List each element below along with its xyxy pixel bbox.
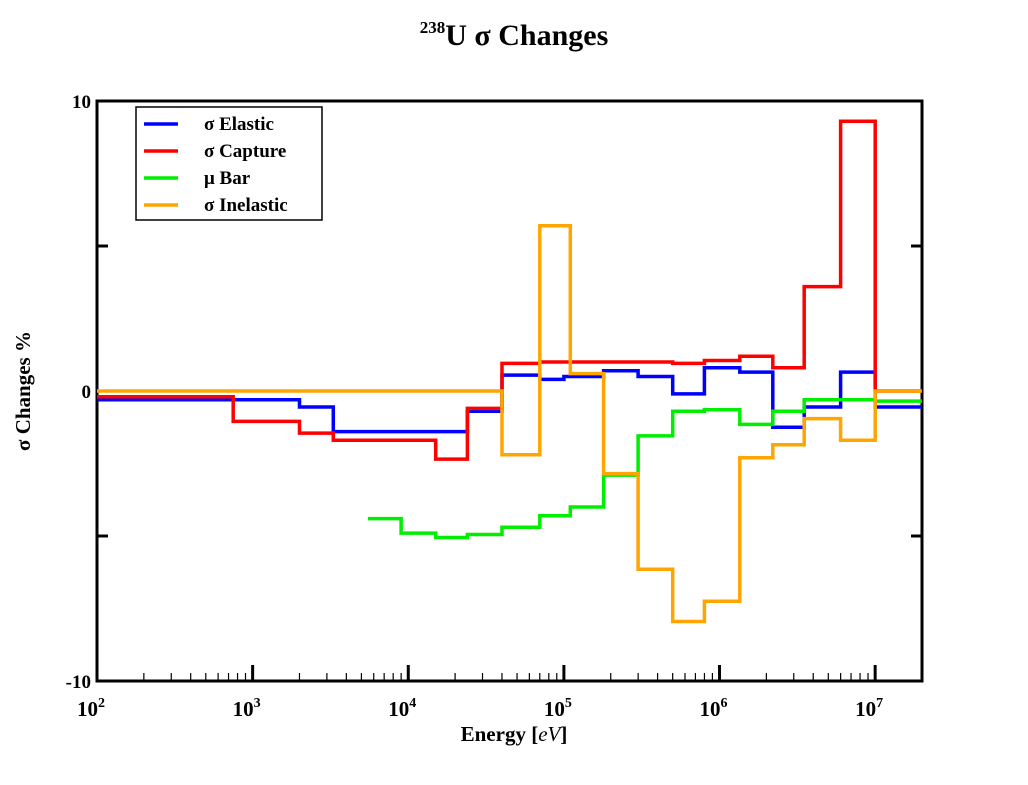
- x-tick-label: 106: [700, 696, 728, 721]
- x-tick-label: 105: [544, 696, 572, 721]
- y-tick-label: 10: [72, 92, 91, 113]
- legend-label: σ Inelastic: [204, 195, 288, 216]
- series-layer: [97, 119, 922, 624]
- x-axis-label: Energy [eV]: [461, 722, 568, 746]
- legend-label: μ Bar: [204, 168, 251, 189]
- legend-box: [135, 106, 323, 221]
- chart-title-main: U σ Changes: [445, 19, 608, 52]
- x-tick-label: 104: [388, 696, 416, 721]
- x-tick-label: 102: [77, 696, 105, 721]
- legend: σ Elastic σ Capture μ Bar σ Inelastic: [135, 106, 323, 221]
- x-tick-label: 103: [233, 696, 261, 721]
- series-line-1: [97, 119, 922, 461]
- y-tick-label: 0: [82, 382, 92, 403]
- x-axis-ticks: 102 103 104 105 106 107: [77, 665, 923, 721]
- x-tick-label: 107: [855, 696, 883, 721]
- y-axis-ticks: 10 0 -10: [66, 92, 922, 693]
- series-line-2: [367, 397, 922, 540]
- y-axis-label: σ Changes %: [11, 331, 35, 451]
- chart-title-superscript: 238: [420, 18, 446, 37]
- legend-label: σ Elastic: [204, 114, 274, 135]
- legend-label: σ Capture: [204, 141, 286, 162]
- series-line-3: [97, 223, 922, 624]
- chart-title: 238U σ Changes: [420, 18, 609, 52]
- series-line-0: [97, 366, 922, 434]
- y-tick-label: -10: [66, 672, 91, 693]
